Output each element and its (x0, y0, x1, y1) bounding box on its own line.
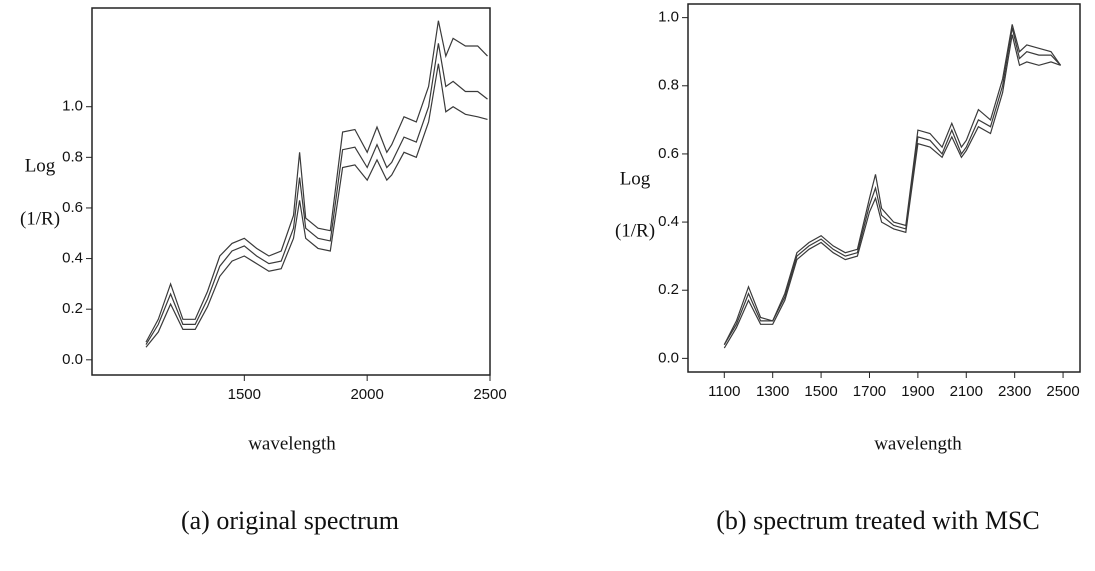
caption: (a) original spectrum (181, 506, 399, 535)
y-tick-label: 1.0 (62, 98, 83, 115)
x-tick-label: 2100 (950, 383, 983, 400)
x-tick-label: 1500 (804, 383, 837, 400)
plot-frame (687, 3, 1081, 373)
x-tick-label: 1300 (756, 383, 789, 400)
x-tick-label: 2500 (1046, 383, 1079, 400)
y-tick-label: 0.8 (62, 148, 83, 165)
y-tick-label: 0.4 (658, 213, 679, 230)
y-tick-label: 0.2 (62, 300, 83, 317)
y-tick-label: 0.0 (658, 349, 679, 366)
y-axis-label: (1/R) (615, 220, 655, 241)
x-tick-label: 2500 (473, 386, 506, 403)
spectrum-line (145, 20, 488, 343)
x-tick-label: 1700 (853, 383, 886, 400)
x-axis-label: wavelength (248, 433, 336, 454)
y-tick-label: 0.6 (658, 145, 679, 162)
spectrum-line (723, 24, 1062, 345)
y-axis-label: Log (25, 155, 56, 176)
x-tick-label: 1500 (228, 386, 261, 403)
plot-frame (91, 7, 491, 376)
y-tick-label: 0.0 (62, 351, 83, 368)
y-tick-label: 0.6 (62, 199, 83, 216)
y-tick-label: 0.8 (658, 77, 679, 94)
spectrum-line (723, 27, 1062, 346)
y-tick-label: 0.4 (62, 250, 83, 267)
y-tick-label: 0.2 (658, 281, 679, 298)
caption: (b) spectrum treated with MSC (716, 506, 1040, 535)
spectrum-line (145, 63, 488, 348)
y-axis-label: (1/R) (20, 208, 60, 229)
x-axis-label: wavelength (874, 433, 962, 454)
spectrum-line (723, 34, 1061, 349)
x-tick-label: 1900 (901, 383, 934, 400)
x-tick-label: 1100 (708, 383, 740, 400)
y-axis-label: Log (620, 168, 651, 189)
x-tick-label: 2300 (998, 383, 1031, 400)
spectrum-line (145, 43, 488, 345)
x-tick-label: 2000 (350, 386, 383, 403)
y-tick-label: 1.0 (658, 9, 679, 26)
